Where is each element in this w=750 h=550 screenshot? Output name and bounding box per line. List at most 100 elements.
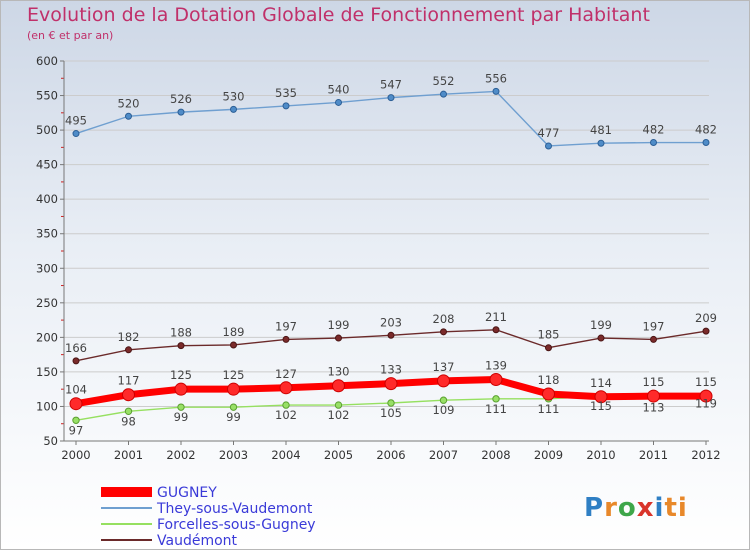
ytick-label-600: 600 [36,54,58,68]
xtick-label-2002: 2002 [166,448,195,462]
point-forcelles-2003 [229,403,238,411]
data-label-forcelles-2003: 99 [226,410,241,424]
logo-letter: i [654,493,665,523]
point-they-2005 [335,98,342,106]
legend-label-they: They-sous-Vaudemont [156,501,313,517]
ytick-label-100: 100 [36,399,58,413]
point-gugney-2005 [332,379,345,393]
point-forcelles-2004 [282,401,290,409]
data-label-they-2000: 495 [65,114,87,128]
data-label-gugney-2005: 130 [328,365,350,379]
point-gugney-2003 [227,382,240,396]
xtick-label-2008: 2008 [481,448,510,462]
logo-letter: x [636,493,655,523]
point-gugney-2007 [437,374,450,388]
point-gugney-2009 [542,387,555,401]
point-gugney-2012 [699,389,713,403]
ytick-label-200: 200 [36,330,58,344]
point-forcelles-2006 [387,399,395,407]
xtick-label-2010: 2010 [586,448,615,462]
data-label-they-2001: 520 [118,96,140,110]
xtick-label-2003: 2003 [219,448,248,462]
point-forcelles-2001 [124,407,133,415]
point-gugney-2002 [174,382,188,396]
data-label-vaudemont-2007: 208 [433,312,455,326]
point-they-2003 [230,105,237,113]
data-label-they-2012: 482 [695,123,717,137]
point-gugney-2001 [122,388,135,402]
point-they-2000 [72,130,80,138]
data-label-forcelles-2009: 111 [538,402,560,416]
data-label-vaudemont-2003: 189 [223,325,245,339]
point-they-2012 [702,139,710,147]
data-label-gugney-2002: 125 [170,368,192,382]
data-label-they-2010: 481 [590,123,612,137]
data-label-gugney-2010: 114 [590,376,612,390]
point-they-2009 [545,142,552,150]
point-vaudemont-2006 [387,331,395,339]
point-forcelles-2007 [439,396,448,404]
xtick-label-2012: 2012 [691,448,720,462]
logo-letter: P [584,493,605,523]
ytick-label-250: 250 [36,296,58,310]
point-forcelles-2000 [72,416,80,424]
data-label-vaudemont-2011: 197 [643,319,665,333]
data-label-gugney-2001: 117 [118,374,140,388]
point-forcelles-2005 [334,401,343,409]
data-label-gugney-2012: 115 [695,375,717,389]
xtick-label-2009: 2009 [534,448,563,462]
point-they-2006 [387,94,395,102]
data-label-they-2006: 547 [380,78,402,92]
data-label-gugney-2008: 139 [485,359,507,373]
logo-letter: o [617,493,637,523]
xtick-label-2007: 2007 [429,448,458,462]
legend-label-forcelles: Forcelles-sous-Gugney [157,517,316,533]
xtick-label-2011: 2011 [639,448,668,462]
data-label-forcelles-2007: 109 [433,403,455,417]
data-label-forcelles-2008: 111 [485,402,507,416]
point-vaudemont-2003 [230,341,237,349]
point-vaudemont-2008 [492,326,500,334]
point-gugney-2010 [594,390,608,404]
data-label-gugney-2007: 137 [433,360,455,374]
point-vaudemont-2010 [597,334,605,342]
data-label-forcelles-2004: 102 [275,408,297,422]
data-label-vaudemont-2000: 166 [65,341,87,355]
xtick-label-2001: 2001 [114,448,143,462]
data-label-gugney-2003: 125 [223,368,245,382]
data-label-they-2003: 530 [223,89,245,103]
point-they-2007 [440,90,447,98]
data-label-forcelles-2010: 115 [590,399,612,413]
data-label-they-2005: 540 [328,82,350,96]
data-label-vaudemont-2002: 188 [170,326,192,340]
data-label-they-2009: 477 [538,126,560,140]
ytick-label-550: 550 [36,89,58,103]
point-gugney-2008 [489,373,503,387]
legend-label-gugney: GUGNEY [157,485,217,501]
point-vaudemont-2004 [282,335,290,343]
point-forcelles-2008 [492,395,500,403]
point-gugney-2004 [279,381,293,395]
data-label-vaudemont-2005: 199 [328,318,350,332]
data-label-gugney-2006: 133 [380,363,402,377]
xtick-label-2004: 2004 [271,448,300,462]
xtick-label-2006: 2006 [376,448,405,462]
logo-letter: i [677,493,688,523]
point-forcelles-2002 [177,403,185,411]
data-label-gugney-2000: 104 [65,383,87,397]
data-label-they-2004: 535 [275,86,297,100]
proxiti-logo: Proxiti [584,493,688,523]
data-label-they-2007: 552 [433,74,455,88]
chart-title: Evolution de la Dotation Globale de Fonc… [27,4,650,26]
point-they-2008 [492,87,500,95]
ytick-label-350: 350 [36,227,58,241]
point-gugney-2000 [69,397,83,411]
point-vaudemont-2002 [177,342,185,350]
point-vaudemont-2001 [125,346,132,354]
data-label-forcelles-2011: 113 [643,400,665,414]
point-they-2010 [597,139,605,147]
point-gugney-2006 [384,377,398,391]
data-label-forcelles-2002: 99 [174,410,189,424]
point-they-2004 [282,102,290,110]
